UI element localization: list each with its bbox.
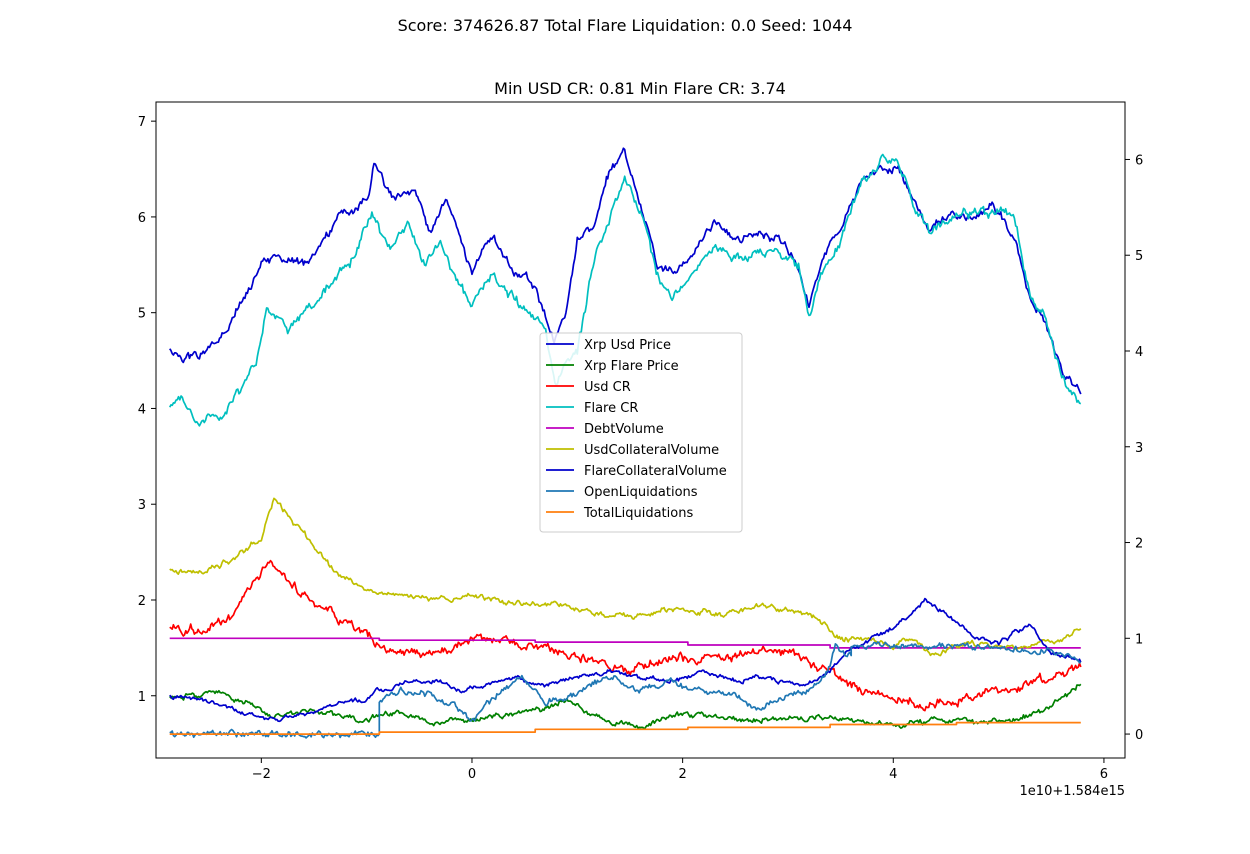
- legend-entry-label: TotalLiquidations: [583, 506, 693, 521]
- chart-title: Min USD CR: 0.81 Min Flare CR: 3.74: [494, 79, 786, 98]
- series-line-openliquidations: [169, 641, 1082, 739]
- y-right-tick-label: 3: [1135, 441, 1143, 456]
- y-right-tick-label: 2: [1135, 537, 1143, 552]
- y-left-tick-label: 6: [138, 211, 146, 226]
- series-line-totalliquidations: [169, 721, 1081, 735]
- x-offset-text: 1e10+1.584e15: [1020, 784, 1125, 799]
- series-line-flare-cr: [168, 153, 1082, 427]
- legend-entry-label: Xrp Flare Price: [584, 359, 679, 374]
- series-layer: [168, 147, 1082, 739]
- legend-entry-label: Xrp Usd Price: [584, 338, 671, 353]
- y-left-tick-label: 7: [138, 115, 146, 130]
- y-right-tick-label: 4: [1135, 345, 1143, 360]
- y-left-tick-label: 3: [138, 498, 146, 513]
- x-tick-label: −2: [252, 767, 271, 782]
- y-left-tick-label: 5: [138, 307, 146, 322]
- legend-entry-label: Flare CR: [584, 401, 638, 416]
- ticks-layer: −2 0 2 4 6 1 2 3 4 5 6 7 0 1 2 3 4 5 6: [138, 115, 1144, 782]
- y-left-tick-label: 2: [138, 594, 146, 609]
- x-tick-label: 2: [678, 767, 686, 782]
- y-left-tick-label: 4: [138, 402, 146, 417]
- chart-legend: Xrp Usd Price Xrp Flare Price Usd CR Flare …: [539, 332, 743, 533]
- legend-entry-label: FlareCollateralVolume: [584, 464, 727, 479]
- series-line-debtvolume: [169, 637, 1081, 649]
- x-tick-label: 4: [889, 767, 897, 782]
- x-tick-label: 0: [468, 767, 476, 782]
- series-line-flarecollateralvolume: [169, 597, 1082, 723]
- x-tick-label: 6: [1100, 767, 1108, 782]
- y-right-tick-label: 5: [1135, 249, 1143, 264]
- series-line-usdcollateralvolume: [169, 497, 1082, 657]
- y-right-tick-label: 0: [1135, 728, 1143, 743]
- legend-entry-label: DebtVolume: [584, 422, 664, 437]
- plot-frame: [155, 101, 1126, 759]
- y-left-tick-label: 1: [138, 690, 146, 705]
- legend-entry-label: UsdCollateralVolume: [584, 443, 719, 458]
- series-line-xrp-flare-price: [169, 683, 1082, 730]
- y-right-tick-label: 1: [1135, 632, 1143, 647]
- y-right-tick-label: 6: [1135, 153, 1143, 168]
- legend-entry-label: Usd CR: [584, 380, 631, 395]
- chart-suptitle: Score: 374626.87 Total Flare Liquidation…: [398, 16, 853, 35]
- series-line-usd-cr: [169, 559, 1082, 712]
- legend-box: [539, 332, 743, 533]
- legend-entry-label: OpenLiquidations: [584, 485, 698, 500]
